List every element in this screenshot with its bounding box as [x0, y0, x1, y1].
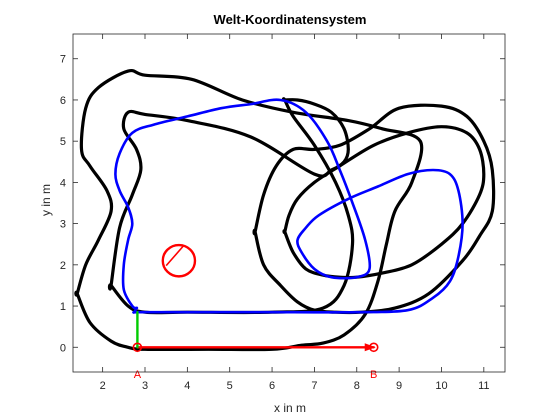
red-circle — [161, 243, 197, 278]
y-tick-label: 5 — [60, 136, 66, 148]
x-tick-label: 6 — [269, 380, 275, 392]
y-axis-label: y in m — [39, 184, 53, 216]
y-tick-label: 3 — [60, 219, 66, 231]
point-b-marker — [368, 342, 379, 353]
axes-box — [72, 33, 506, 373]
axes: 2 3 4 5 6 7 8 9 10 11 0 1 2 3 4 5 6 7 — [60, 33, 506, 392]
y-tick-label: 0 — [60, 342, 66, 354]
x-tick-label: 11 — [478, 380, 489, 392]
x-tick-label: 8 — [354, 380, 360, 392]
point-a-label: A — [134, 369, 142, 381]
x-tick-label: 2 — [100, 380, 106, 392]
outer-track-right — [252, 103, 496, 315]
y-tick-label: 6 — [60, 95, 66, 107]
chart-title: Welt-Koordinatensystem — [214, 12, 367, 27]
tracks — [74, 69, 496, 352]
driven-path — [114, 98, 464, 314]
point-a-marker — [132, 342, 143, 353]
x-tick-label: 4 — [184, 380, 190, 392]
y-tick-label: 1 — [60, 301, 66, 313]
x-tick-label: 5 — [227, 380, 233, 392]
outer-track-left — [74, 69, 424, 352]
red-circle-stroke — [165, 245, 184, 267]
y-tick-label: 7 — [60, 54, 66, 66]
inner-track-left — [107, 97, 355, 315]
x-tick-label: 9 — [396, 380, 402, 392]
x-axis-label: x in m — [274, 401, 306, 415]
x-tick-label: 3 — [142, 380, 148, 392]
x-tick-label: 7 — [311, 380, 317, 392]
point-b-label: B — [370, 369, 377, 381]
y-tick-label: 4 — [60, 177, 66, 189]
y-tick-label: 2 — [60, 260, 66, 272]
x-tick-label: 10 — [435, 380, 447, 392]
